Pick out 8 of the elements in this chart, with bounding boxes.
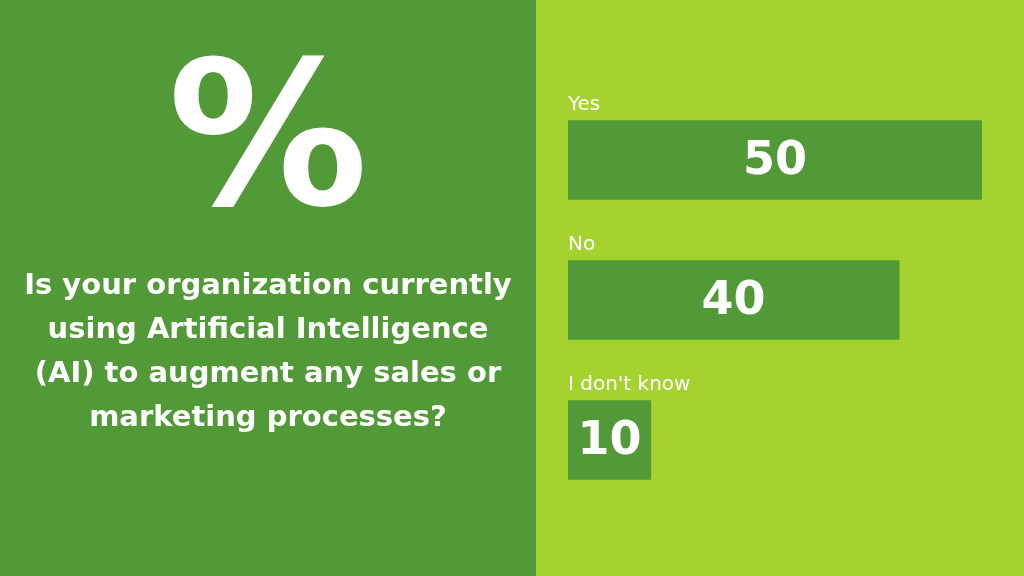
data-label: 50: [742, 130, 808, 185]
y-tick-label: No: [568, 230, 596, 255]
data-label: 40: [701, 270, 766, 325]
y-tick-label: I don't know: [568, 370, 691, 395]
y-tick-label: Yes: [567, 90, 601, 115]
text: Is your organization currently using Artificial Intelligence (AI) to augment any sales or marketing processes?: [23, 266, 513, 435]
data-label: 10: [577, 410, 642, 465]
text: %: [166, 18, 370, 251]
